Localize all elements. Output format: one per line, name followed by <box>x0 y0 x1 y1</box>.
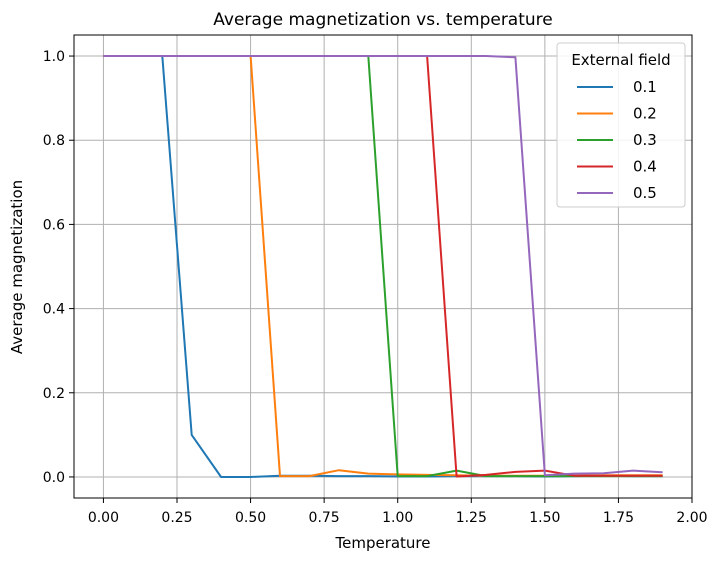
chart-title: Average magnetization vs. temperature <box>213 10 553 30</box>
x-tick-label: 0.75 <box>309 510 340 526</box>
x-tick-label: 0.50 <box>235 510 266 526</box>
legend: External field 0.1 0.2 0.3 0.4 0.5 <box>556 42 686 208</box>
x-tick-label: 0.00 <box>88 510 119 526</box>
legend-label: 0.1 <box>633 78 657 96</box>
y-tick-label: 1.0 <box>43 49 65 65</box>
x-tick-label: 1.75 <box>603 510 634 526</box>
y-tick-label: 0.2 <box>43 386 65 402</box>
x-axis-label: Temperature <box>334 534 430 552</box>
series-lines <box>103 55 663 478</box>
y-tick-label: 0.4 <box>43 302 65 318</box>
legend-items: 0.1 0.2 0.3 0.4 0.5 <box>577 78 657 202</box>
y-tick-label: 0.0 <box>43 470 65 486</box>
legend-label: 0.2 <box>633 105 657 123</box>
x-tick-label: 0.25 <box>161 510 192 526</box>
x-tick-label: 1.25 <box>456 510 487 526</box>
plot-frame <box>73 34 693 499</box>
legend-label: 0.3 <box>633 131 657 149</box>
legend-label: 0.4 <box>633 158 657 176</box>
legend-title: External field <box>571 51 670 69</box>
y-axis-label: Average magnetization <box>8 180 26 354</box>
x-tick-label: 1.50 <box>529 510 560 526</box>
axis-ticks: 0.00 0.25 0.50 0.75 1.00 1.25 1.50 1.75 2.00 0.0 0… <box>43 49 708 526</box>
x-tick-label: 2.00 <box>676 510 707 526</box>
x-tick-label: 1.00 <box>382 510 413 526</box>
series-line-0-5 <box>103 55 663 477</box>
y-tick-label: 0.6 <box>43 217 65 233</box>
y-tick-label: 0.8 <box>43 133 65 149</box>
legend-label: 0.5 <box>633 184 657 202</box>
